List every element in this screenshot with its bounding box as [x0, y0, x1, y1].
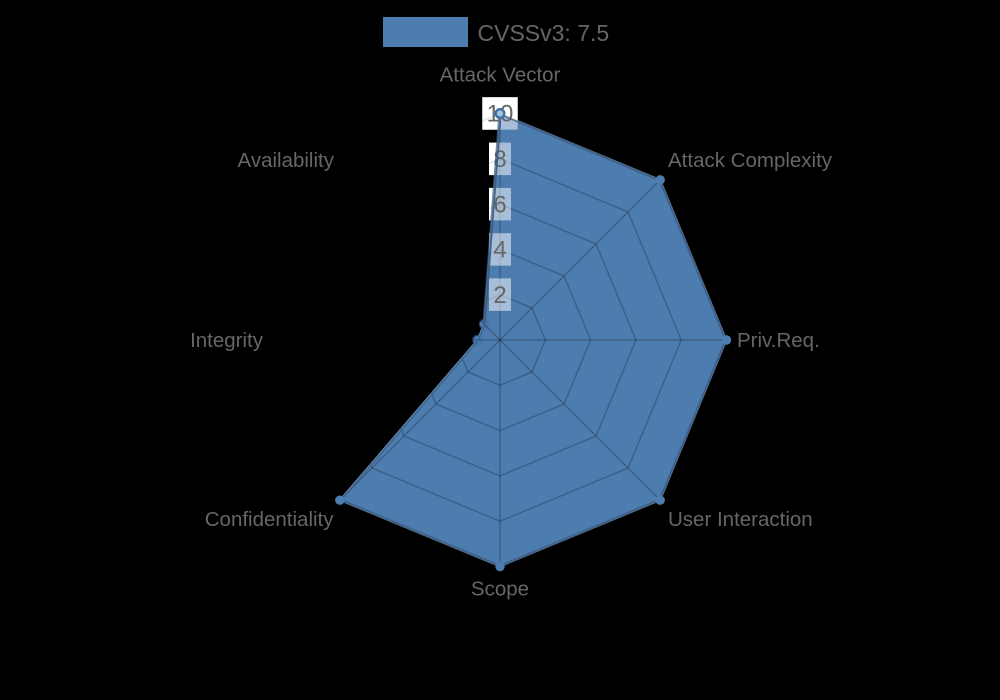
svg-text:CVSSv3: 7.5: CVSSv3: 7.5 [478, 20, 610, 46]
svg-text:6: 6 [493, 191, 506, 218]
svg-text:Integrity: Integrity [190, 329, 264, 352]
svg-text:Attack Vector: Attack Vector [440, 64, 561, 87]
svg-text:4: 4 [493, 237, 506, 264]
svg-text:Confidentiality: Confidentiality [205, 508, 335, 531]
svg-text:Attack Complexity: Attack Complexity [668, 149, 833, 172]
svg-text:Priv.Req.: Priv.Req. [737, 329, 820, 352]
svg-text:Availability: Availability [238, 149, 335, 172]
svg-text:User Interaction: User Interaction [668, 508, 813, 531]
svg-text:Scope: Scope [471, 578, 529, 601]
svg-text:2: 2 [493, 282, 506, 309]
